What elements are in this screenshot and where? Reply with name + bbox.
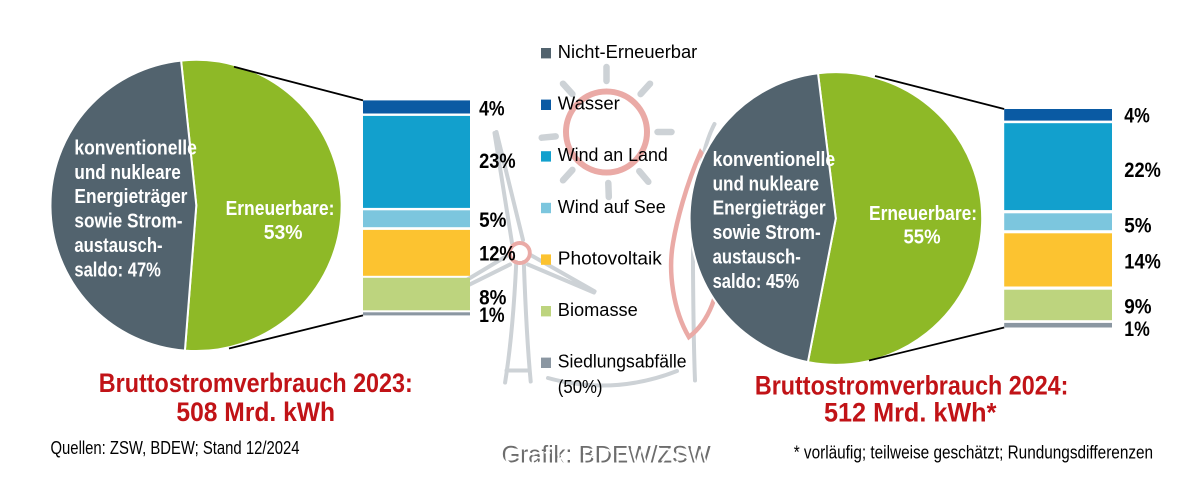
svg-text:1%: 1% [479, 304, 505, 327]
svg-text:Wasser: Wasser [558, 93, 620, 114]
svg-text:und nukleare: und nukleare [713, 173, 819, 195]
svg-text:53%: 53% [264, 222, 303, 244]
svg-text:Nicht-Erneuerbar: Nicht-Erneuerbar [558, 41, 698, 62]
svg-text:9%: 9% [1124, 295, 1152, 318]
svg-text:55%: 55% [904, 227, 941, 249]
svg-text:sowie Strom-: sowie Strom- [713, 222, 821, 244]
svg-text:Erneuerbare:: Erneuerbare: [226, 198, 335, 220]
svg-text:Grafik: BDEW/ZSW: Grafik: BDEW/ZSW [504, 444, 713, 471]
svg-text:1%: 1% [1124, 318, 1150, 341]
svg-text:austausch-: austausch- [713, 246, 801, 268]
svg-text:4%: 4% [1124, 105, 1150, 128]
svg-text:22%: 22% [1124, 159, 1161, 182]
svg-text:5%: 5% [1124, 214, 1152, 237]
svg-text:Bruttostromverbrauch 2023:: Bruttostromverbrauch 2023: [99, 368, 413, 398]
svg-text:(50%): (50%) [558, 376, 603, 397]
svg-text:konventionelle: konventionelle [74, 137, 196, 159]
svg-text:Energieträger: Energieträger [713, 198, 826, 220]
svg-text:Quellen: ZSW, BDEW; Stand 12/2: Quellen: ZSW, BDEW; Stand 12/2024 [51, 437, 300, 458]
svg-text:Erneuerbare:: Erneuerbare: [869, 203, 977, 225]
svg-text:austausch-: austausch- [74, 235, 162, 257]
svg-text:und nukleare: und nukleare [74, 162, 180, 184]
svg-text:Grafik: BDEW/ZSW: Grafik: BDEW/ZSW [502, 441, 711, 468]
svg-text:Wind auf See: Wind auf See [558, 196, 666, 217]
svg-text:Photovoltaik: Photovoltaik [558, 247, 663, 268]
svg-text:Energieträger: Energieträger [74, 186, 187, 208]
svg-text:8%: 8% [479, 286, 507, 309]
svg-text:Bruttostromverbrauch 2024:: Bruttostromverbrauch 2024: [755, 371, 1069, 401]
svg-text:Wind an Land: Wind an Land [558, 144, 668, 165]
svg-text:saldo: 47%: saldo: 47% [74, 259, 161, 281]
svg-text:12%: 12% [479, 243, 516, 266]
svg-text:konventionelle: konventionelle [713, 149, 836, 171]
svg-text:5%: 5% [479, 209, 507, 232]
svg-text:Biomasse: Biomasse [558, 299, 638, 320]
svg-text:14%: 14% [1124, 250, 1161, 273]
svg-text:23%: 23% [479, 150, 516, 173]
svg-text:sowie Strom-: sowie Strom- [74, 211, 182, 233]
svg-text:saldo: 45%: saldo: 45% [713, 271, 800, 293]
svg-text:508 Mrd. kWh: 508 Mrd. kWh [176, 397, 335, 427]
svg-text:* vorläufig; teilweise geschät: * vorläufig; teilweise geschätzt; Rundun… [794, 442, 1153, 463]
svg-text:Siedlungsabfälle: Siedlungsabfälle [558, 351, 687, 372]
svg-text:4%: 4% [479, 98, 505, 121]
svg-text:512 Mrd. kWh*: 512 Mrd. kWh* [824, 398, 997, 428]
